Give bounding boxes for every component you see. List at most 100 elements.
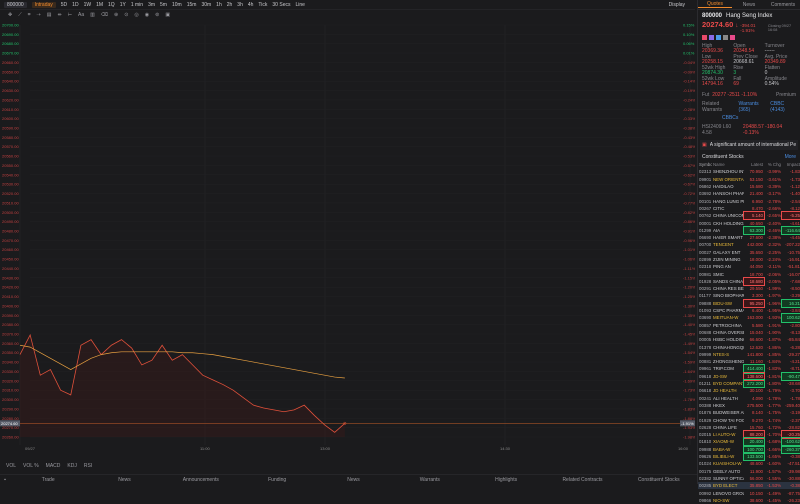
period-tab[interactable]: 30 Secs bbox=[272, 1, 291, 8]
warrants-link[interactable]: Warrants (365) bbox=[738, 101, 759, 113]
contract-name[interactable]: HSI2409 L60 4.58 bbox=[702, 124, 732, 136]
period-tab[interactable]: 2h bbox=[226, 1, 233, 8]
table-row[interactable]: 09626 BILIBILI-W 133.500 -1.65% -0.38 bbox=[698, 451, 800, 462]
table-row[interactable]: 00388 HKEX 275.500 -1.77% -259.40 bbox=[698, 402, 800, 409]
news-alert[interactable]: ▣ A significant amount of international … bbox=[700, 140, 798, 150]
table-row[interactable]: 00881 ZHONGSHENG 11.160 -1.84% -4.21 bbox=[698, 358, 800, 365]
table-row[interactable]: 00285 BYD ELECT 35.850 -1.53% -0.38 bbox=[698, 482, 800, 490]
bottom-tab[interactable]: Funding bbox=[268, 476, 287, 483]
alert-icon[interactable] bbox=[702, 35, 707, 40]
premium-link[interactable]: Premium bbox=[775, 92, 796, 98]
period-tab[interactable]: 1Y bbox=[119, 1, 126, 8]
table-row[interactable]: 09988 BABA-W 100.700 -1.66% -260.37 bbox=[698, 444, 800, 454]
period-tab[interactable]: 1 min bbox=[130, 1, 144, 8]
table-row[interactable]: 01211 BYD COMPANY 272.200 -1.80% -38.68 bbox=[698, 378, 800, 389]
drawing-tool-icon[interactable]: ▤ bbox=[46, 12, 52, 18]
more-link[interactable]: More bbox=[784, 154, 796, 160]
period-tab[interactable]: 10m bbox=[171, 1, 182, 8]
drawing-tool-icon[interactable]: ⊕ bbox=[113, 12, 119, 18]
period-tab[interactable]: 3h bbox=[237, 1, 243, 8]
period-tab[interactable]: 1D bbox=[72, 1, 79, 8]
bottom-tab[interactable]: Related Contracts bbox=[562, 476, 603, 483]
column-header[interactable]: % Chg bbox=[767, 162, 781, 168]
table-row[interactable]: 09999 NTES-S 141.800 -1.85% -29.27 bbox=[698, 351, 800, 358]
bottom-tab[interactable]: News bbox=[118, 476, 131, 483]
period-tab[interactable]: 1M bbox=[96, 1, 104, 8]
drawing-tool-icon[interactable]: ◉ bbox=[144, 12, 150, 18]
table-row[interactable]: 01928 SANDS CHINA 18.680 -2.05% -7.68 bbox=[698, 276, 800, 287]
drawing-tool-icon[interactable]: ⌗ bbox=[27, 12, 31, 18]
save-icon[interactable]: ▪ bbox=[4, 476, 6, 483]
table-row[interactable]: 01299 AIA 63.300 -2.46% -116.64 bbox=[698, 225, 800, 236]
period-tab[interactable]: 5m bbox=[160, 1, 167, 8]
display-button[interactable]: Display bbox=[668, 1, 685, 8]
share-icon[interactable] bbox=[723, 35, 728, 40]
table-row[interactable]: 01810 XIAOMI-W 20.400 -1.68% -100.62 bbox=[698, 437, 800, 447]
table-row[interactable]: 02628 CHINA LIFE 15.760 -1.72% -28.82 bbox=[698, 424, 800, 431]
table-row[interactable]: 02015 LI AUTO-W 88.200 -1.70% -20.25 bbox=[698, 429, 800, 440]
column-header[interactable]: Name bbox=[713, 162, 725, 168]
table-row[interactable]: 09901 NEW ORIENTAL 53.150 -3.61% -1.73 bbox=[698, 176, 800, 183]
table-row[interactable]: 09866 NIO-SW 38.600 -1.45% -26.23 bbox=[698, 497, 800, 504]
table-row[interactable]: 00857 PETROCHINA 5.580 -1.91% -2.80 bbox=[698, 322, 800, 329]
column-header[interactable]: Latest bbox=[751, 162, 763, 168]
period-tab[interactable]: 5D bbox=[60, 1, 68, 8]
table-row[interactable]: 00175 GEELY AUTO 11.900 -1.57% -39.98 bbox=[698, 467, 800, 474]
bottom-tab[interactable]: Highlights bbox=[495, 476, 518, 483]
quote-tab[interactable]: News bbox=[742, 1, 756, 8]
period-tab[interactable]: 1h bbox=[216, 1, 222, 8]
period-tab[interactable]: 1Q bbox=[108, 1, 115, 8]
table-row[interactable]: 01093 CSPC PHARMA 6.400 -1.95% -3.84 bbox=[698, 307, 800, 314]
bottom-tab[interactable]: Announcements bbox=[182, 476, 219, 483]
bottom-tab[interactable]: Warrants bbox=[419, 476, 440, 483]
indicator-tab[interactable]: KDJ bbox=[67, 463, 77, 469]
bottom-tab[interactable]: Constituent Stocks bbox=[637, 476, 680, 483]
drawing-tool-icon[interactable]: Aa bbox=[78, 12, 85, 18]
drawing-tool-icon[interactable]: ⟋ bbox=[18, 12, 22, 18]
indicator-tab[interactable]: VOL % bbox=[23, 463, 39, 469]
indicator-tab[interactable]: VOL bbox=[6, 463, 17, 469]
table-row[interactable]: 00027 GALAXY ENT 35.650 -2.25% -10.75 bbox=[698, 249, 800, 256]
drawing-tool-icon[interactable]: ⇢ bbox=[36, 12, 41, 18]
cbbc-link[interactable]: CBBC (4143) bbox=[770, 101, 785, 113]
table-row[interactable]: 00001 CKH HOLDINGS 40.650 -2.40% -4.61 bbox=[698, 219, 800, 226]
table-row[interactable]: 03690 MEITUAN-W 163.000 -1.93% 100.62 bbox=[698, 313, 800, 323]
column-header[interactable]: Symbol bbox=[699, 162, 712, 168]
indicator-tab[interactable]: MACD bbox=[45, 463, 61, 469]
symbol-chip[interactable]: 800000 bbox=[4, 1, 27, 8]
drawing-tool-icon[interactable]: ▣ bbox=[165, 12, 171, 18]
period-tab[interactable]: 3m bbox=[148, 1, 156, 8]
table-row[interactable]: 01024 KUAISHOU-W 48.600 -1.60% -47.51 bbox=[698, 460, 800, 467]
period-tab[interactable]: Tick bbox=[258, 1, 268, 8]
table-row[interactable]: 06862 HAIDILAO 15.680 -3.39% -1.12 bbox=[698, 183, 800, 190]
drawing-tool-icon[interactable]: ⇹ bbox=[57, 12, 62, 18]
analysis-icon[interactable] bbox=[709, 35, 714, 40]
chart-icon[interactable] bbox=[716, 35, 721, 40]
period-tab[interactable]: 1W bbox=[83, 1, 92, 8]
drawing-tool-icon[interactable]: ▥ bbox=[90, 12, 95, 18]
table-row[interactable]: 00981 SMIC 18.700 -2.06% -16.07 bbox=[698, 270, 800, 277]
bottom-tab[interactable]: Trade bbox=[41, 476, 55, 483]
favorite-icon[interactable] bbox=[730, 35, 735, 40]
drawing-tool-icon[interactable]: ⌫ bbox=[100, 12, 108, 18]
table-row[interactable]: 09618 JD-SW 138.600 -1.81% -90.47 bbox=[698, 371, 800, 381]
period-tab[interactable]: 4h bbox=[247, 1, 254, 8]
column-header[interactable]: Impact bbox=[786, 162, 800, 168]
table-row[interactable]: 06690 HAIER SMART 27.600 -2.38% -4.45 bbox=[698, 234, 800, 241]
drawing-tool-icon[interactable]: ⊢ bbox=[67, 12, 73, 18]
table-row[interactable]: 00700 TENCENT 442.000 -2.32% -207.22 bbox=[698, 241, 800, 248]
indicator-tab[interactable]: RSI bbox=[83, 463, 93, 469]
intraday-chart[interactable]: 20700.00 0.15% 20690.00 0.10% 20680.00 0.06% 2… bbox=[0, 20, 695, 460]
table-row[interactable]: 00762 CHINA UNICOM 5.140 -2.65% -5.25 bbox=[698, 211, 800, 221]
